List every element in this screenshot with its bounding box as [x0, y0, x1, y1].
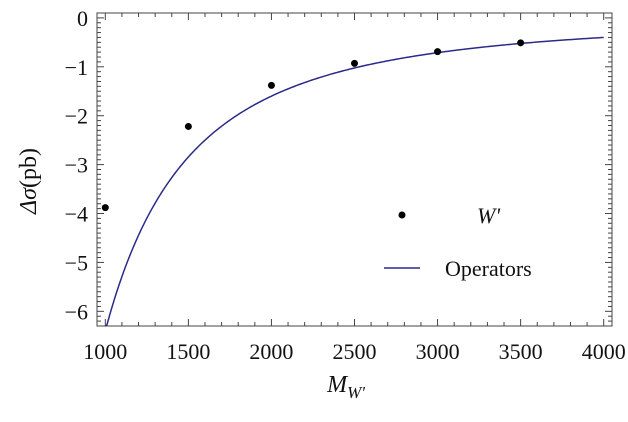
x-tick-label: 1000: [83, 339, 127, 364]
wprime-point: [101, 204, 109, 212]
x-tick-label: 3000: [416, 339, 460, 364]
y-tick-label: −4: [65, 202, 88, 227]
wprime-point: [517, 39, 525, 47]
x-axis-title: MW': [326, 372, 365, 402]
y-axis-title-symbol: Δσ: [16, 187, 42, 215]
y-axis-title-unit: (pb): [16, 148, 42, 188]
x-tick-label: 1500: [166, 339, 210, 364]
legend: W' Operators: [384, 203, 532, 281]
y-axis-title: Δσ(pb): [16, 148, 42, 215]
legend-wprime-marker: [398, 211, 406, 219]
wprime-point: [267, 81, 275, 89]
legend-wprime-label: W': [477, 203, 500, 228]
x-tick-label: 3500: [499, 339, 543, 364]
y-tick-label: −2: [65, 104, 88, 129]
x-axis-title-main: M: [326, 372, 349, 398]
operators-curve: [104, 36, 604, 327]
wprime-point: [184, 122, 192, 130]
x-tick-label: 2500: [333, 339, 377, 364]
y-tick-label: −6: [65, 299, 88, 324]
wprime-point: [434, 48, 442, 56]
legend-operators-label: Operators: [445, 256, 532, 281]
y-tick-label: −3: [65, 153, 88, 178]
wprime-point: [351, 59, 358, 67]
x-tick-label: 2000: [249, 339, 293, 364]
x-axis-ticks: 1000 1500 2000 2500 3000 3500 4000: [83, 13, 626, 364]
y-tick-label: −5: [65, 250, 88, 275]
y-tick-label: −1: [65, 55, 88, 80]
y-tick-label: 0: [77, 6, 88, 31]
x-axis-title-subscript: W': [347, 383, 365, 402]
wprime-points-layer: [101, 39, 525, 212]
y-axis-ticks: 0 −1 −2 −3 −4 −5 −6: [65, 6, 612, 324]
operators-curve-layer: [104, 36, 604, 327]
x-tick-label: 4000: [582, 339, 626, 364]
